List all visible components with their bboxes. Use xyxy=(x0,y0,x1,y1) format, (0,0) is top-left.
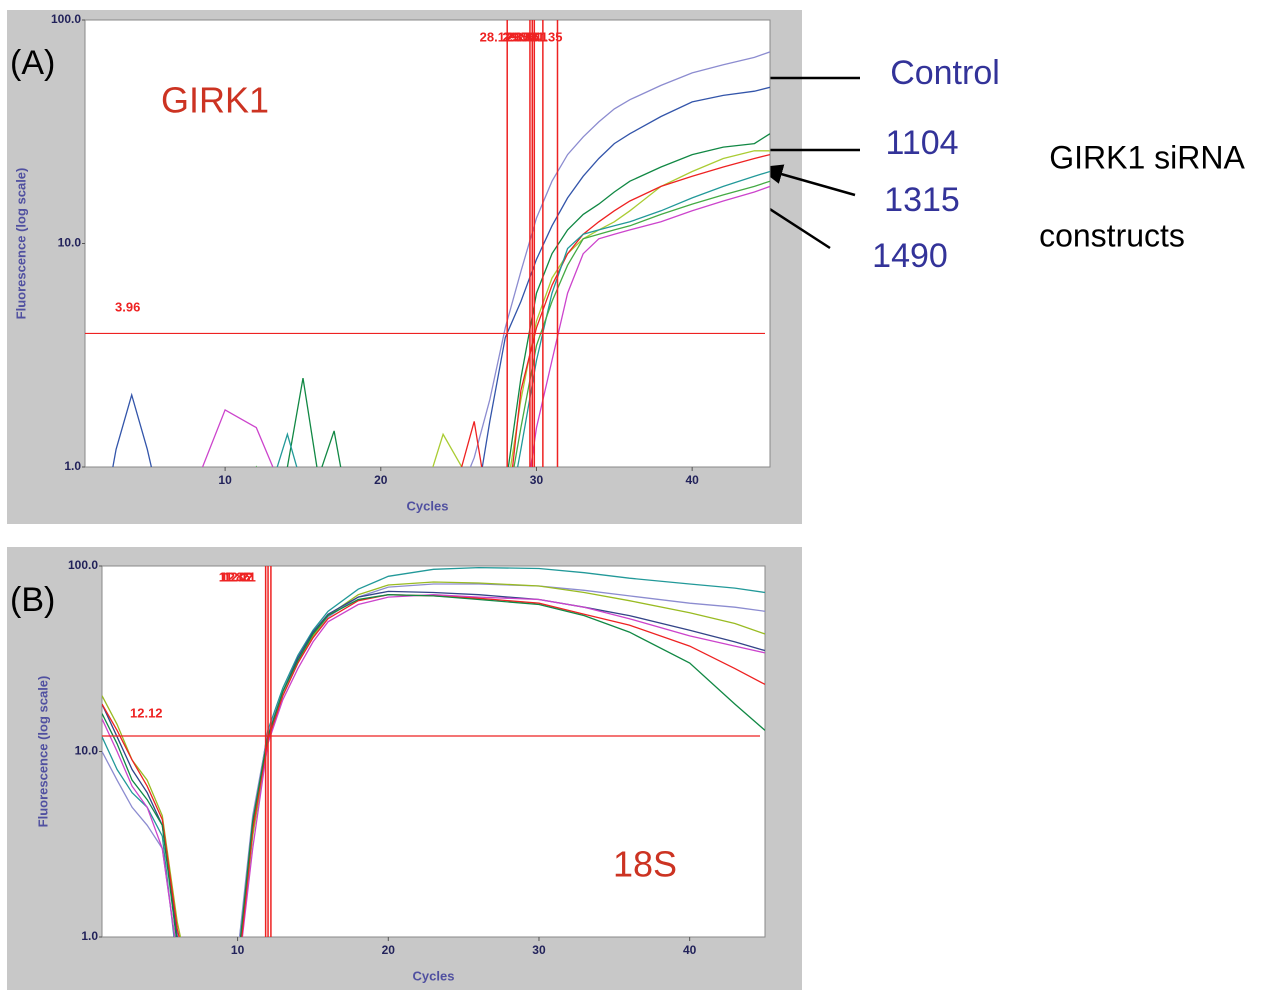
y-tick-label: 100.0 xyxy=(51,12,81,26)
ct-label: 12.21 xyxy=(223,569,256,584)
x-tick-label: 40 xyxy=(685,473,699,487)
annotation: constructs xyxy=(1039,217,1185,253)
series-line xyxy=(276,170,770,467)
plot-content xyxy=(112,51,770,467)
x-tick-label: 20 xyxy=(382,943,396,957)
ct-label: 29.86 xyxy=(507,29,540,44)
y-tick-label: 100.0 xyxy=(68,558,98,572)
annotation: 18S xyxy=(613,844,677,885)
y-axis-label: Fluorescence (log scale) xyxy=(35,676,50,828)
series-line xyxy=(432,150,770,467)
x-axis-label: Cycles xyxy=(407,498,449,513)
annotation: Control xyxy=(890,54,1000,92)
x-tick-label: 10 xyxy=(218,473,232,487)
ct-label: 29.73 xyxy=(505,29,538,44)
ct-label: 31.35 xyxy=(530,29,563,44)
series-line xyxy=(286,133,770,467)
y-tick-label: 10.0 xyxy=(75,744,99,758)
y-tick-label: 10.0 xyxy=(58,236,82,250)
y-tick-label: 1.0 xyxy=(64,459,81,473)
ct-label: 29.58 xyxy=(502,29,535,44)
x-tick-label: 30 xyxy=(530,473,544,487)
annotation: (B) xyxy=(10,581,55,619)
annotation: GIRK1 xyxy=(161,80,269,121)
series-line xyxy=(102,594,765,937)
arrow xyxy=(757,164,856,197)
ct-label: 12.02 xyxy=(221,569,254,584)
series-line xyxy=(102,594,765,937)
x-tick-label: 10 xyxy=(231,943,245,957)
plot-area xyxy=(101,565,766,938)
annotation: 1315 xyxy=(884,181,960,219)
series-line xyxy=(102,594,765,937)
annotation: GIRK1 siRNA xyxy=(1049,139,1245,175)
series-line xyxy=(201,185,770,467)
chart: 1.0 10.0 100.0 10 20 30 40 Cycles Fluorescence (… xyxy=(13,12,771,513)
threshold-label: 3.96 xyxy=(115,299,140,314)
x-tick-label: 40 xyxy=(683,943,697,957)
y-axis-label: Fluorescence (log scale) xyxy=(13,168,28,320)
series-line xyxy=(255,180,770,467)
ct-label: 11.86 xyxy=(219,569,251,584)
plot-area xyxy=(84,19,771,468)
series-line xyxy=(112,86,770,467)
annotation: (A) xyxy=(10,44,55,82)
ct-label: 30.41 xyxy=(515,29,548,44)
ct-label: 28.12 xyxy=(480,29,513,44)
annotation: 1490 xyxy=(872,237,948,275)
x-axis-label: Cycles xyxy=(413,968,455,983)
x-tick-label: 30 xyxy=(532,943,546,957)
plot-content xyxy=(102,566,765,937)
series-line xyxy=(469,51,770,467)
threshold-label: 12.12 xyxy=(130,705,163,720)
annotation: 1104 xyxy=(885,124,958,162)
series-line xyxy=(460,153,770,467)
chart: 1.0 10.0 100.0 10 20 30 40 Cycles Fluorescence (… xyxy=(35,558,766,983)
y-tick-label: 1.0 xyxy=(81,929,98,943)
x-tick-label: 20 xyxy=(374,473,388,487)
series-line xyxy=(102,566,765,937)
